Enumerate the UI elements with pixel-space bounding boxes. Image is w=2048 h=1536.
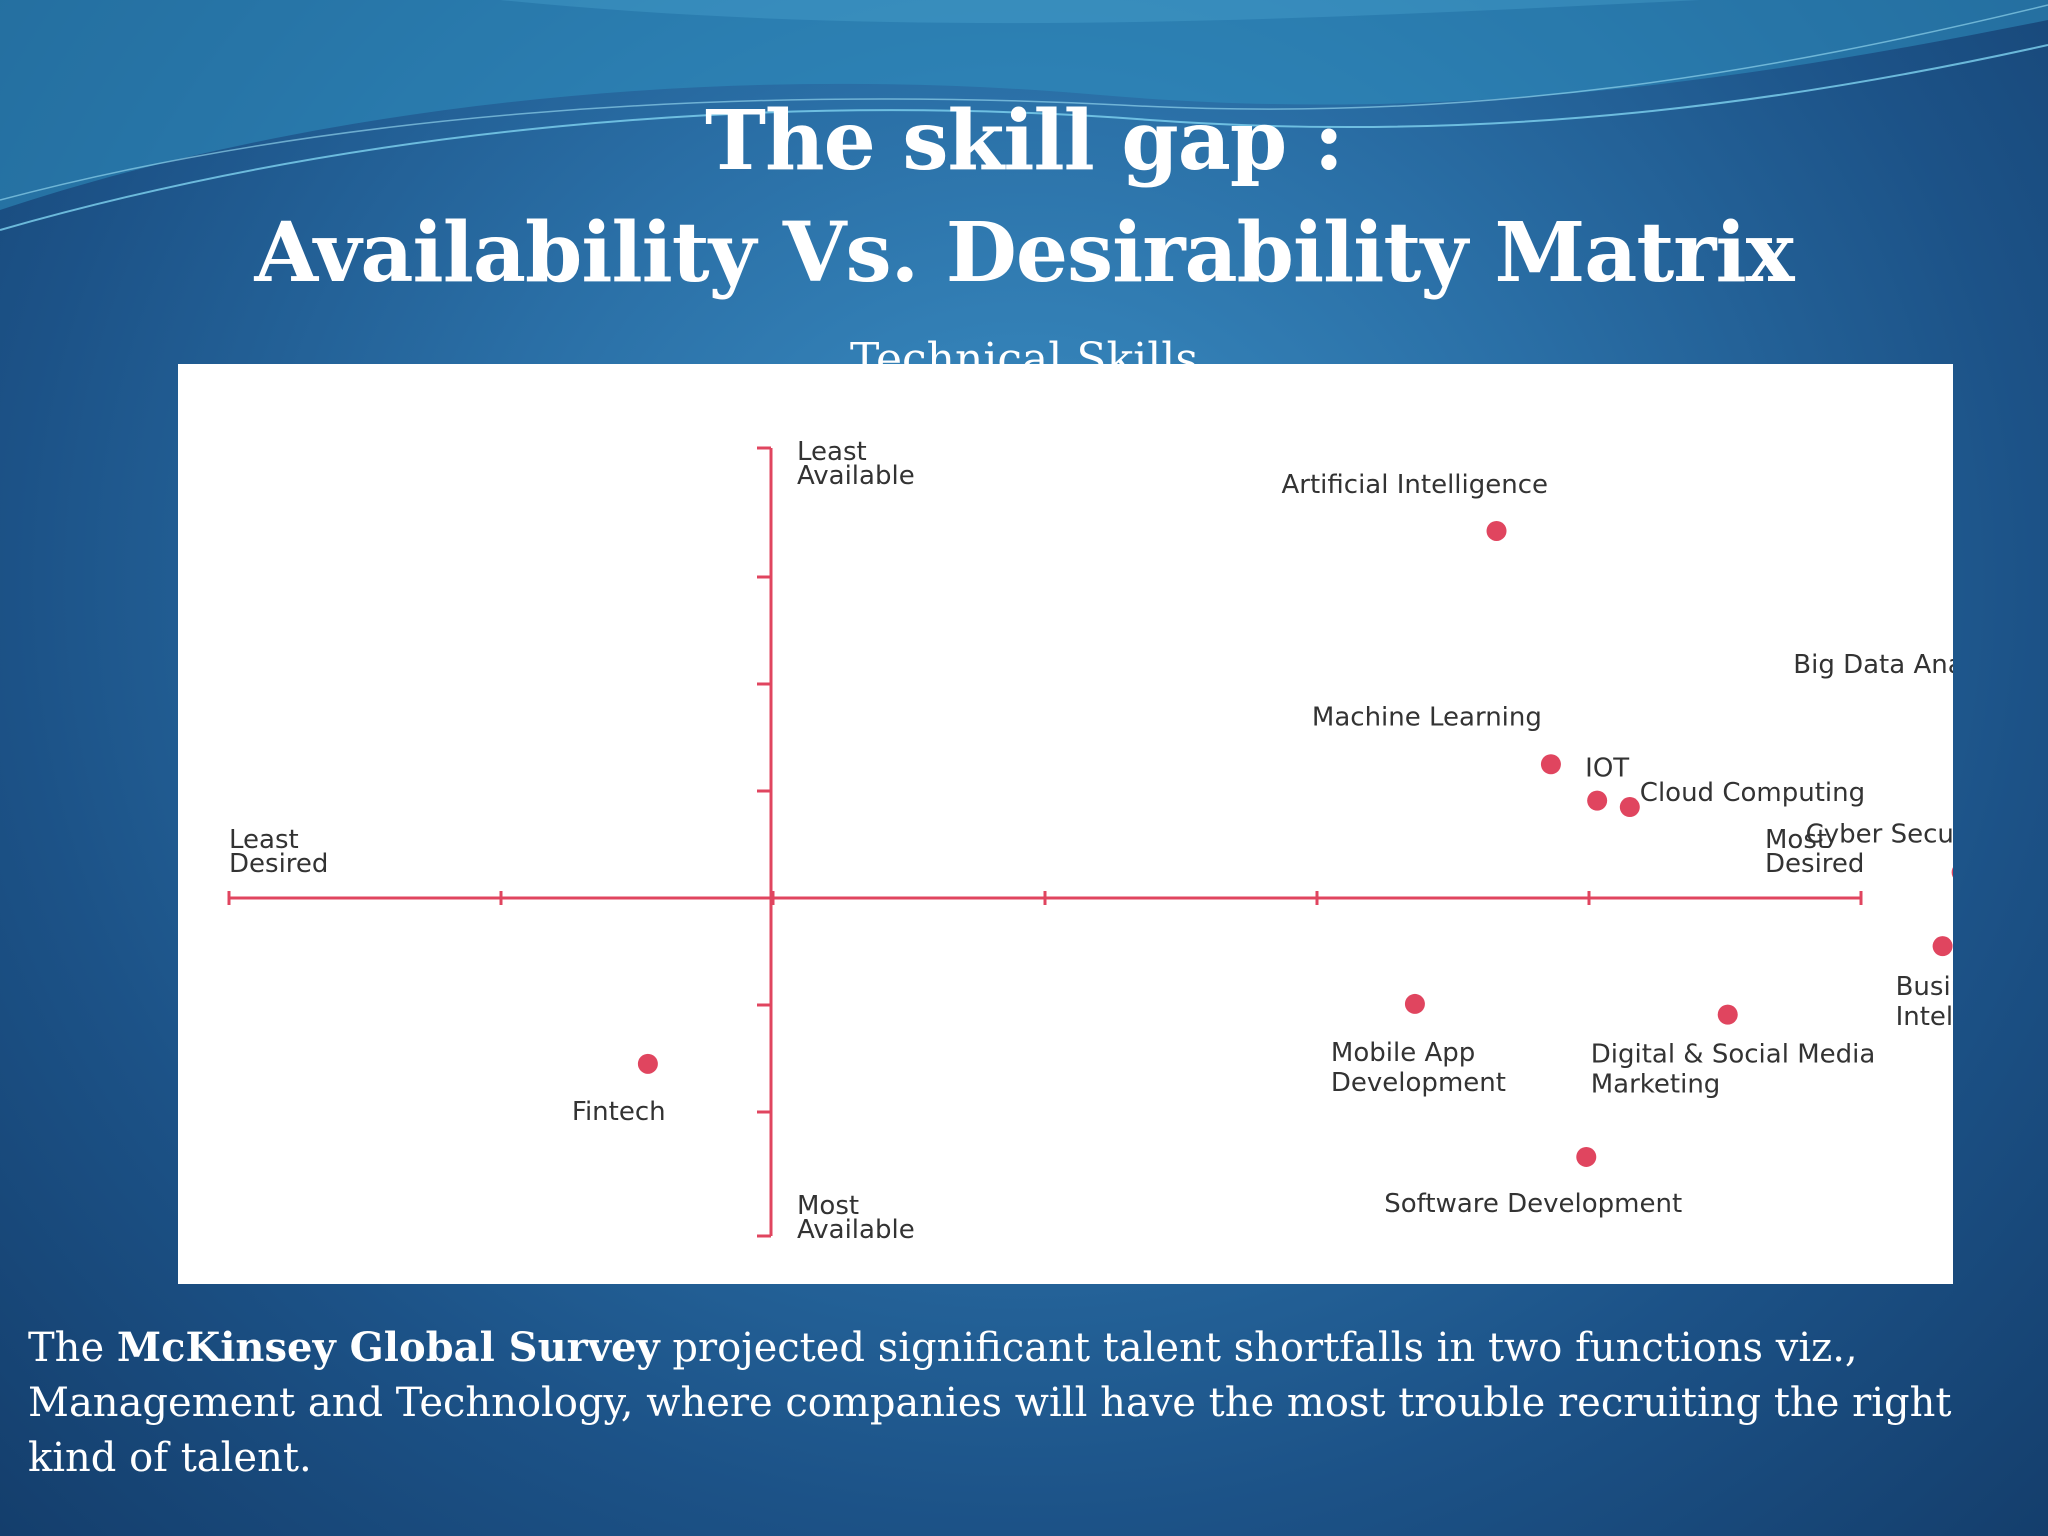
data-point	[1717, 1004, 1738, 1025]
data-point-label: Digital & Social Media Marketing	[1591, 1040, 1876, 1100]
data-point-label-line: Big Data Analytics	[1793, 650, 1953, 680]
data-point	[1619, 797, 1640, 818]
caption-text: The McKinsey Global Survey projected sig…	[28, 1320, 2018, 1486]
caption-pre: The	[28, 1325, 117, 1371]
y-axis-label-bottom-line: Available	[797, 1215, 915, 1245]
y-axis-label-top: Least Available	[797, 437, 915, 491]
x-axis-label-right-line: Most	[1765, 825, 1827, 855]
data-point	[637, 1053, 658, 1074]
slide-title-line-2: Availability Vs. Desirability Matrix	[254, 205, 1794, 301]
data-point-label-line: Cloud Computing	[1640, 778, 1865, 808]
data-point-label-line: Mobile App	[1331, 1038, 1475, 1068]
data-point-label: IOT	[1585, 754, 1629, 784]
slide-title-line-1: The skill gap :	[705, 93, 1344, 189]
data-point-label-line: Development	[1331, 1068, 1506, 1098]
data-point-label-line: IOT	[1585, 754, 1629, 784]
data-point	[1932, 936, 1953, 957]
data-point-label-line: Software Development	[1384, 1189, 1682, 1219]
x-axis-label-left: Least Desired	[229, 825, 328, 879]
data-point-label-line: Marketing	[1591, 1070, 1721, 1100]
data-point-label-line: Fintech	[572, 1097, 666, 1127]
data-point-label: Mobile App Development	[1331, 1038, 1506, 1098]
caption-post: projected significant talent shortfalls …	[28, 1325, 1952, 1481]
data-point-label: Fintech	[572, 1097, 666, 1127]
background-waves	[0, 0, 2048, 231]
data-point	[1587, 790, 1608, 811]
data-point-label-line: Artificial Intelligence	[1282, 470, 1549, 500]
chart-subtitle: Technical Skills	[850, 334, 1198, 364]
data-point-label-line: Business	[1896, 972, 1953, 1002]
data-point-label: Big Data Analytics	[1793, 650, 1953, 680]
x-axis-label-left-line: Least	[229, 825, 299, 855]
data-point	[1404, 993, 1425, 1014]
x-axis-label-left-line: Desired	[229, 849, 328, 879]
data-point-label-line: Intelligence	[1896, 1002, 1953, 1032]
data-point-label: Cloud Computing	[1640, 778, 1865, 808]
data-point	[1576, 1146, 1597, 1167]
data-point-label-line: Cyber Security	[1806, 819, 1953, 849]
data-point-label: Artificial Intelligence	[1282, 470, 1549, 500]
data-point	[1951, 867, 1953, 878]
caption-source: McKinsey Global Survey	[116, 1324, 660, 1371]
data-point-label: Cyber Security	[1806, 819, 1953, 849]
data-point-label-line: Digital & Social Media	[1591, 1040, 1876, 1070]
y-axis-label-bottom: Most Available	[797, 1191, 915, 1245]
x-axis-label-right: Most Desired	[1765, 825, 1864, 879]
data-point-label: BusinessIntelligence	[1896, 972, 1953, 1032]
data-point-label: Machine Learning	[1312, 702, 1542, 732]
data-point	[1540, 754, 1561, 775]
data-point	[1486, 520, 1507, 541]
y-axis-label-bottom-line: Most	[797, 1191, 859, 1221]
y-axis-label-top-line: Available	[797, 461, 915, 491]
x-axis-label-right-line: Desired	[1765, 849, 1864, 879]
y-axis-label-top-line: Least	[797, 437, 867, 467]
data-point-label: Software Development	[1384, 1189, 1682, 1219]
chart-panel: Least Desired Most Desired Least Available Mos…	[178, 364, 1953, 1284]
data-point-label-line: Machine Learning	[1312, 702, 1542, 732]
